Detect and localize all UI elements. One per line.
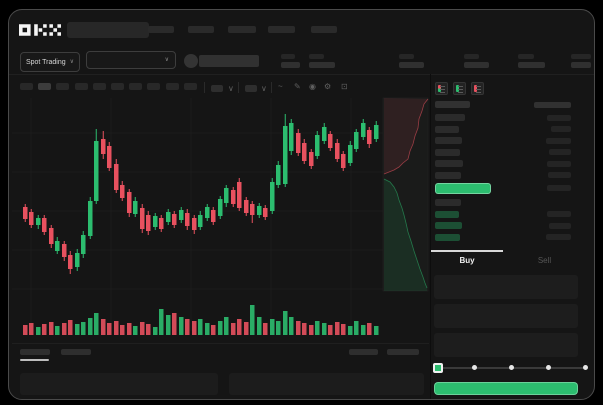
buy-submit-button[interactable] [434,382,578,395]
nav-item-placeholder[interactable] [228,26,256,33]
slider-stop[interactable] [472,365,478,370]
ask-amount-placeholder[interactable] [547,160,571,167]
bid-price-placeholder[interactable] [435,210,459,218]
ask-amount-placeholder[interactable] [546,137,571,144]
okx-logo[interactable] [19,23,61,37]
book-asks-only-icon[interactable] [471,82,484,95]
bid-price-placeholder[interactable] [435,233,460,241]
last-price-highlight[interactable] [435,183,491,194]
timeframe-button[interactable] [20,83,33,90]
indicator-dropdown[interactable] [245,85,257,92]
line-tool-icon[interactable]: ~ [278,82,283,91]
ask-price-placeholder[interactable] [435,114,465,121]
stat-label-placeholder [571,54,591,59]
orderbook-col-header-price [435,101,470,108]
market-type-dropdown[interactable]: Spot Trading ∨ [20,52,80,72]
toolbar-divider [238,82,239,93]
tab-buy-label: Buy [459,256,475,265]
orders-table-placeholder [20,373,218,395]
chevron-down-icon: ∨ [164,57,169,63]
book-bids-only-icon[interactable] [453,82,466,95]
ask-price-placeholder[interactable] [435,171,461,179]
history-table-placeholder [229,373,424,395]
bottom-tab-active-underline [20,359,49,361]
stat-value-placeholder [518,62,545,68]
fullscreen-icon[interactable]: ⊡ [341,82,348,91]
camera-icon[interactable]: ◉ [309,82,316,91]
slider-stop[interactable] [545,365,551,370]
nav-item-placeholder[interactable] [188,26,214,33]
timeframe-button[interactable] [38,83,52,90]
header-divider [9,74,594,75]
timeframe-button[interactable] [147,83,161,90]
bid-price-placeholder[interactable] [435,199,461,206]
stat-label-placeholder [399,54,414,59]
stat-value-placeholder [399,62,424,68]
last-price-amount-placeholder [547,184,571,191]
stat-label-placeholder [281,54,295,59]
nav-item-placeholder[interactable] [268,26,295,33]
nav-item-placeholder[interactable] [311,26,337,33]
order-form-field[interactable] [434,275,578,299]
stat-value-placeholder [309,62,335,68]
stat-label-placeholder [309,54,324,59]
bid-price-placeholder[interactable] [435,222,462,229]
app-window: Spot Trading ∨ ∨ ∨ ∨ Buy Sell ~ ✎ ◉ ⚙ ⊡ [8,9,595,400]
toolbar-divider [271,82,272,93]
stat-label-placeholder [464,54,479,59]
bid-amount-placeholder[interactable] [547,211,571,217]
orderbook-col-header-amount [534,102,571,108]
last-price-placeholder [199,55,259,67]
bottom-toolbar-placeholder[interactable] [387,349,419,355]
search-input[interactable] [67,22,149,38]
slider-stop[interactable] [509,365,514,370]
chart-type-dropdown[interactable] [211,85,223,92]
timeframe-button[interactable] [165,83,179,90]
order-form-field[interactable] [434,333,578,357]
stat-value-placeholder [281,62,300,68]
ask-amount-placeholder[interactable] [548,172,571,178]
ask-price-placeholder[interactable] [435,125,459,133]
coin-avatar [184,54,198,68]
timeframe-button[interactable] [92,83,106,90]
timeframe-button[interactable] [183,83,197,90]
settings-icon[interactable]: ⚙ [324,82,332,91]
amount-slider-handle[interactable] [433,363,443,373]
pair-selector-dropdown[interactable]: ∨ [86,51,176,69]
bottom-tab[interactable] [20,349,50,355]
bottom-divider [12,343,429,344]
ask-price-placeholder[interactable] [435,160,463,167]
chevron-down-icon[interactable]: ∨ [261,84,267,93]
ask-price-placeholder[interactable] [435,148,460,156]
order-form-field[interactable] [434,304,578,328]
panel-divider [430,74,431,399]
bottom-tab[interactable] [61,349,91,355]
tab-buy[interactable]: Buy [431,250,503,269]
stat-value-placeholder [464,62,489,68]
chevron-down-icon[interactable]: ∨ [228,84,234,93]
bid-amount-placeholder[interactable] [549,222,571,229]
stat-value-placeholder [571,62,591,68]
candlestick-chart[interactable] [12,96,429,341]
tab-sell-label: Sell [537,256,552,265]
stat-label-placeholder [518,54,534,59]
book-combined-icon[interactable] [435,82,448,95]
tab-sell[interactable]: Sell [503,250,586,269]
timeframe-button[interactable] [111,83,124,90]
bid-amount-placeholder[interactable] [546,234,571,240]
chevron-down-icon: ∨ [69,59,75,65]
ask-price-placeholder[interactable] [435,137,462,144]
nav-item-placeholder[interactable] [148,26,174,33]
slider-stop[interactable] [582,365,588,370]
timeframe-button[interactable] [56,83,70,90]
timeframe-button[interactable] [74,83,88,90]
ask-amount-placeholder[interactable] [551,126,571,132]
draw-tool-icon[interactable]: ✎ [294,82,301,91]
bottom-toolbar-placeholder[interactable] [349,349,378,355]
toolbar-divider [204,82,205,93]
ask-amount-placeholder[interactable] [547,114,571,121]
timeframe-button[interactable] [129,83,143,90]
market-type-label: Spot Trading [25,58,66,66]
ask-amount-placeholder[interactable] [549,149,571,155]
